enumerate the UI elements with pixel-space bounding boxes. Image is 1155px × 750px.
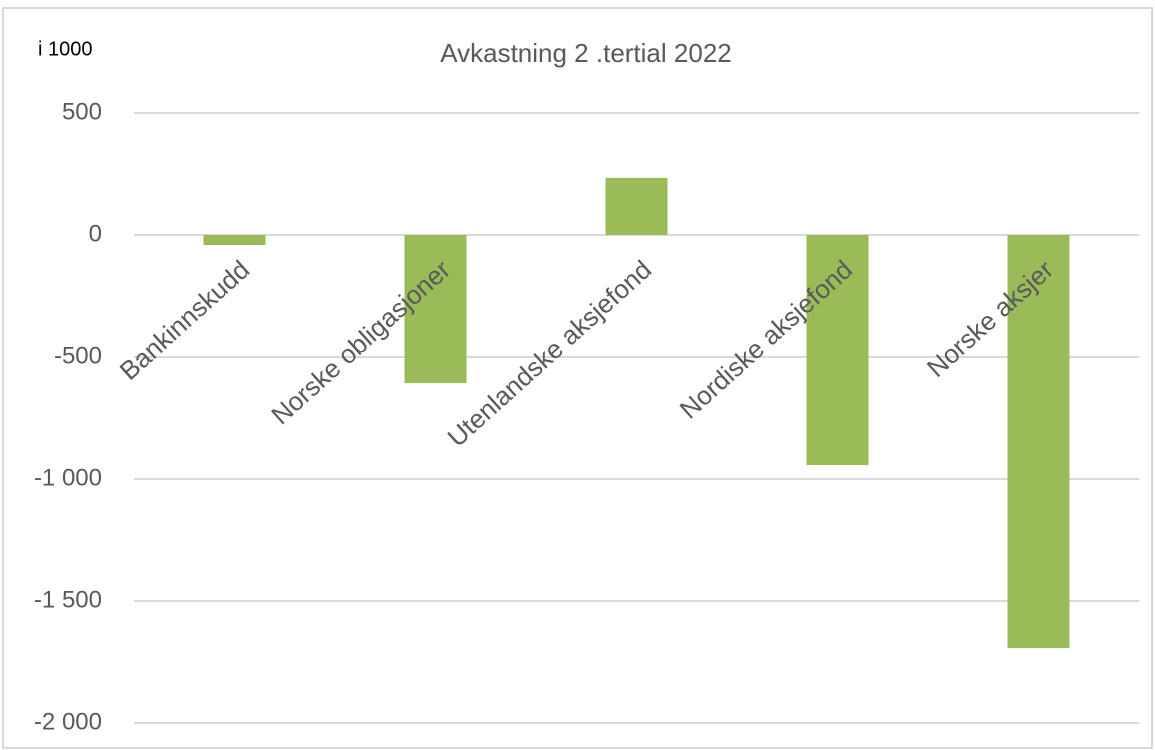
bar bbox=[1007, 235, 1070, 649]
bar bbox=[404, 235, 467, 384]
y-tick-label: -1 000 bbox=[34, 464, 102, 491]
y-tick-label: -1 500 bbox=[34, 586, 102, 613]
y-tick-label: 500 bbox=[62, 98, 102, 125]
y-tick-label: -2 000 bbox=[34, 708, 102, 735]
y-tick-label: 0 bbox=[89, 220, 102, 247]
unit-label: i 1000 bbox=[38, 38, 93, 60]
y-tick-label: -500 bbox=[54, 342, 102, 369]
chart-title: Avkastning 2 .tertial 2022 bbox=[440, 38, 731, 68]
bar bbox=[605, 177, 668, 235]
bar bbox=[203, 235, 266, 246]
chart-border bbox=[2, 7, 1153, 749]
bar bbox=[806, 235, 869, 466]
